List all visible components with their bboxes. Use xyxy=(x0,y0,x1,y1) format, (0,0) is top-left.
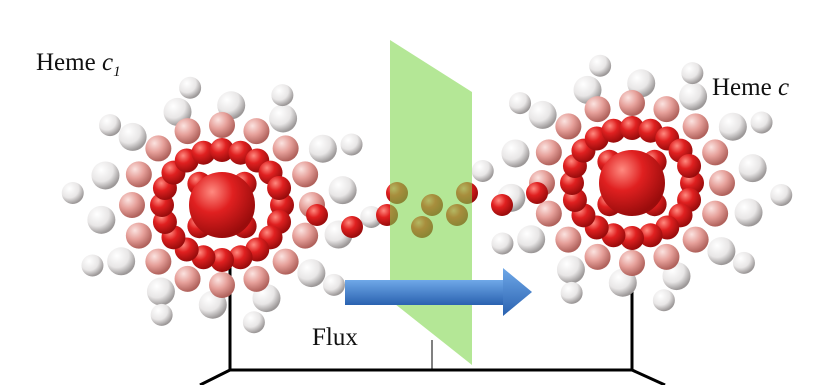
atom xyxy=(329,176,357,204)
atom xyxy=(151,304,173,326)
atom xyxy=(243,266,269,292)
atom xyxy=(309,135,337,163)
atom xyxy=(472,160,494,182)
left-label: Heme c1 xyxy=(36,49,121,80)
atom xyxy=(707,237,735,265)
atom xyxy=(735,199,763,227)
atom xyxy=(306,204,328,226)
atom xyxy=(491,194,513,216)
atom xyxy=(145,135,171,161)
atom xyxy=(243,311,265,333)
atom xyxy=(175,118,201,144)
atom xyxy=(557,256,585,284)
atom xyxy=(273,135,299,161)
atom xyxy=(292,161,318,187)
atom xyxy=(517,225,545,253)
atom xyxy=(683,113,709,139)
atom xyxy=(536,139,562,165)
atom xyxy=(99,114,121,136)
atom xyxy=(702,201,728,227)
atom xyxy=(709,170,735,196)
atom xyxy=(719,113,747,141)
atom xyxy=(292,223,318,249)
atom xyxy=(209,272,235,298)
atom xyxy=(653,244,679,270)
atom xyxy=(599,150,665,216)
atom xyxy=(509,92,531,114)
atom xyxy=(739,154,767,182)
atom xyxy=(341,216,363,238)
atom xyxy=(297,259,325,287)
atom xyxy=(341,134,363,156)
atom xyxy=(269,104,297,132)
atom xyxy=(145,249,171,275)
atom xyxy=(526,182,548,204)
atom xyxy=(189,172,255,238)
atom xyxy=(555,113,581,139)
atom xyxy=(179,77,201,99)
atom xyxy=(119,192,145,218)
atom xyxy=(323,274,345,296)
atom xyxy=(529,101,557,129)
atom xyxy=(107,247,135,275)
atom xyxy=(683,227,709,253)
atom xyxy=(677,154,701,178)
atom xyxy=(561,282,583,304)
atom xyxy=(126,161,152,187)
atom xyxy=(733,252,755,274)
flux-label: Flux xyxy=(312,324,358,351)
atom xyxy=(91,161,119,189)
atom xyxy=(619,250,645,276)
atom xyxy=(770,184,792,206)
atom xyxy=(555,227,581,253)
figure: Heme c1 Heme c Flux xyxy=(0,0,833,385)
atom xyxy=(589,55,611,77)
atom xyxy=(679,82,707,110)
atom xyxy=(501,139,529,167)
atom xyxy=(751,112,773,134)
atom xyxy=(81,254,103,276)
atom xyxy=(653,96,679,122)
atom xyxy=(62,182,84,204)
atom xyxy=(267,176,291,200)
atom xyxy=(175,266,201,292)
atom xyxy=(209,112,235,138)
membrane-plane xyxy=(390,40,472,365)
right-label: Heme c xyxy=(712,74,789,101)
atom xyxy=(536,201,562,227)
atom xyxy=(271,84,293,106)
atom xyxy=(243,118,269,144)
atom xyxy=(126,223,152,249)
atom xyxy=(585,96,611,122)
atom xyxy=(491,232,513,254)
atom xyxy=(87,206,115,234)
atom xyxy=(585,244,611,270)
atom xyxy=(702,139,728,165)
atom xyxy=(619,90,645,116)
atom xyxy=(273,249,299,275)
atom xyxy=(681,62,703,84)
atom xyxy=(653,289,675,311)
atom xyxy=(119,123,147,151)
atom xyxy=(147,278,175,306)
